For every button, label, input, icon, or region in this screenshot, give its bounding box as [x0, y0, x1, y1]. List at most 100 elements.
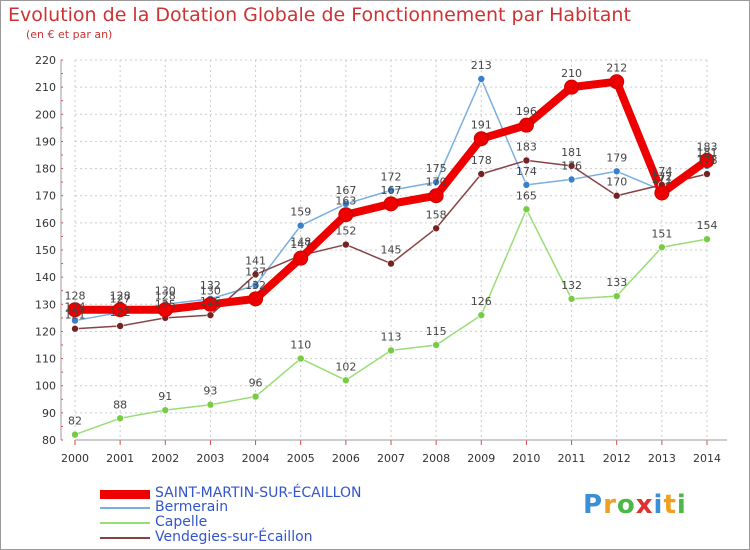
data-label: 132: [561, 279, 582, 292]
data-point: [658, 243, 666, 252]
data-label: 179: [606, 151, 627, 164]
y-tick-label: 90: [42, 407, 56, 420]
data-point: [612, 191, 621, 200]
x-tick-label: 2004: [242, 452, 270, 465]
data-point: [251, 281, 260, 290]
data-label: 125: [155, 298, 176, 311]
data-point: [296, 221, 305, 230]
data-label: 178: [471, 154, 492, 167]
data-point: [567, 295, 576, 303]
data-point: [522, 181, 531, 189]
data-label: 124: [65, 301, 86, 314]
data-point: [296, 354, 305, 363]
y-tick-label: 200: [35, 108, 56, 121]
data-point: [293, 250, 309, 266]
data-point: [477, 170, 486, 178]
data-point: [387, 346, 395, 355]
data-label: 115: [426, 325, 447, 338]
data-label: 130: [200, 284, 221, 297]
data-label: 82: [68, 415, 82, 428]
legend-label: SAINT-MARTIN-SUR-ÉCAILLON: [155, 485, 362, 501]
y-tick-label: 160: [35, 217, 56, 230]
x-tick-label: 2011: [558, 452, 586, 465]
data-label: 154: [697, 219, 718, 232]
y-tick-label: 220: [35, 54, 56, 67]
data-label: 137: [245, 265, 266, 278]
data-label: 213: [471, 59, 492, 72]
data-label: 163: [335, 195, 356, 208]
data-point: [432, 341, 440, 349]
data-label: 183: [516, 140, 537, 153]
data-label: 165: [516, 189, 537, 202]
data-point: [522, 156, 531, 165]
legend-swatch: [100, 489, 150, 499]
data-label: 172: [381, 170, 402, 183]
data-label: 132: [245, 279, 266, 292]
data-point: [116, 414, 124, 423]
data-label: 141: [245, 254, 266, 267]
legend-swatch: [100, 507, 150, 509]
data-label: 172: [651, 170, 672, 183]
data-point: [432, 224, 440, 233]
proxiti-logo: Proxiti: [583, 490, 687, 520]
data-point: [428, 188, 444, 204]
data-label: 181: [697, 146, 718, 159]
data-point: [161, 406, 170, 414]
data-label: 171: [651, 173, 672, 186]
data-label: 128: [155, 290, 176, 303]
data-label: 93: [203, 385, 217, 398]
data-label: 174: [651, 165, 672, 178]
chart-subtitle: (en € et par an): [26, 28, 113, 41]
logo-letter: o: [616, 490, 636, 520]
data-point: [383, 196, 399, 212]
data-point: [612, 167, 621, 176]
logo-letter: P: [583, 490, 604, 520]
data-point: [567, 162, 576, 170]
data-point: [564, 79, 580, 95]
logo-letter: x: [635, 490, 654, 520]
x-tick-label: 2010: [512, 452, 540, 465]
legend-label: Bermerain: [155, 499, 229, 515]
data-label: 145: [381, 244, 402, 257]
data-label: 159: [290, 206, 311, 219]
data-label: 122: [110, 306, 131, 319]
y-tick-label: 130: [35, 298, 56, 311]
logo-letter: i: [676, 490, 687, 520]
data-label: 110: [290, 339, 311, 352]
data-label: 88: [113, 398, 127, 411]
y-tick-label: 150: [35, 244, 56, 257]
y-tick-label: 190: [35, 135, 56, 148]
data-point: [609, 74, 625, 90]
legend-label: Capelle: [155, 514, 208, 530]
data-label: 170: [426, 176, 447, 189]
x-tick-label: 2005: [287, 452, 315, 465]
data-point: [477, 311, 486, 319]
data-point: [112, 302, 128, 318]
data-label: 130: [155, 284, 176, 297]
y-tick-label: 110: [35, 353, 56, 366]
data-point: [387, 186, 395, 195]
data-label: 210: [561, 67, 582, 80]
legend-swatch: [100, 522, 150, 524]
y-tick-label: 210: [35, 81, 56, 94]
data-label: 176: [561, 159, 582, 172]
legend-swatch: [100, 537, 150, 539]
data-label: 148: [290, 235, 311, 248]
data-point: [699, 152, 715, 168]
data-point: [202, 296, 218, 312]
data-point: [477, 75, 486, 83]
data-label: 121: [65, 309, 86, 322]
x-tick-label: 2013: [648, 452, 676, 465]
data-point: [67, 302, 83, 318]
data-label: 152: [335, 225, 356, 238]
y-tick-label: 180: [35, 163, 56, 176]
data-label: 113: [381, 330, 402, 343]
data-label: 170: [606, 176, 627, 189]
data-label: 127: [110, 292, 131, 305]
data-point: [432, 178, 440, 186]
logo-letter: r: [603, 490, 617, 520]
data-point: [612, 292, 621, 300]
data-point: [342, 376, 350, 385]
y-tick-label: 80: [42, 434, 56, 447]
